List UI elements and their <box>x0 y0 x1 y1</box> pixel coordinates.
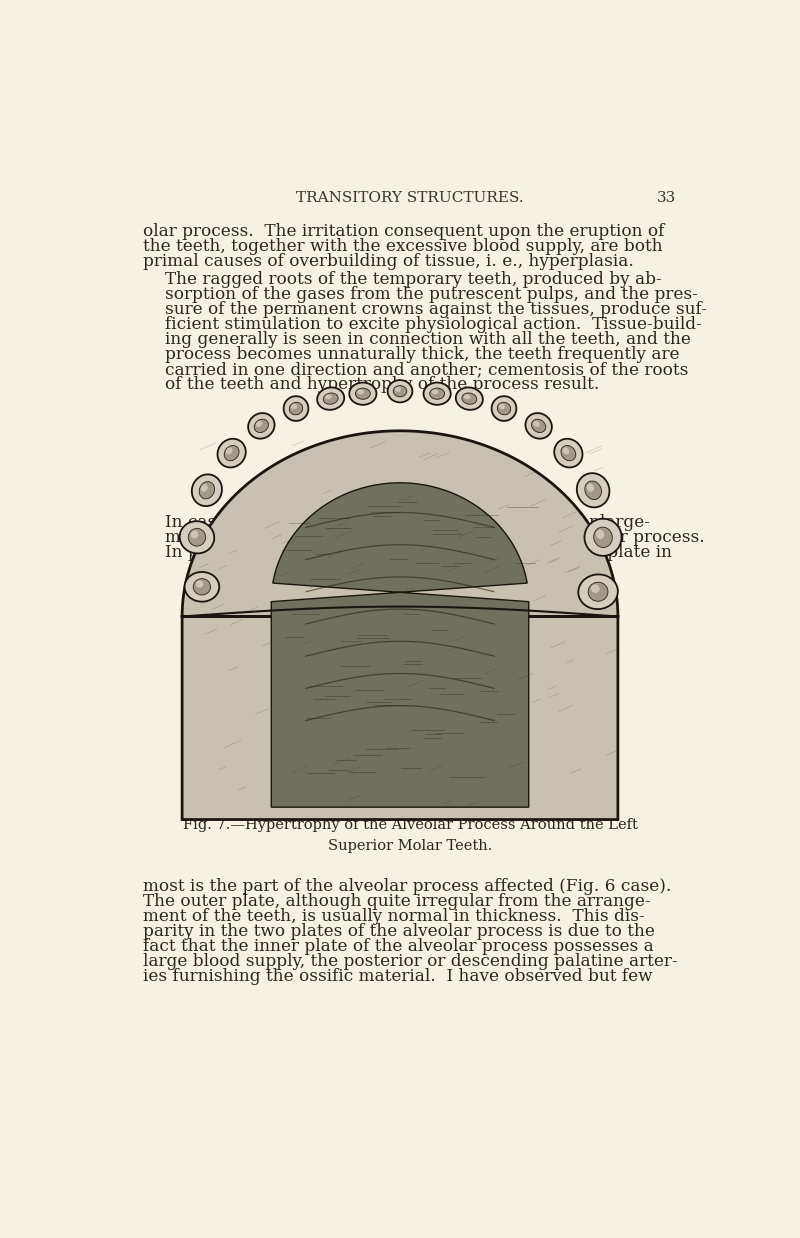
Text: most is the part of the alveolar process affected (Fig. 6 case).: most is the part of the alveolar process… <box>143 878 672 895</box>
Text: TRANSITORY STRUCTURES.: TRANSITORY STRUCTURES. <box>296 192 524 206</box>
Ellipse shape <box>499 404 505 410</box>
Text: primal causes of overbuilding of tissue, i. e., hyperplasia.: primal causes of overbuilding of tissue,… <box>143 253 634 270</box>
Ellipse shape <box>185 572 219 602</box>
Ellipse shape <box>192 474 222 506</box>
Ellipse shape <box>350 383 377 405</box>
Ellipse shape <box>498 402 510 415</box>
Ellipse shape <box>218 438 246 468</box>
Ellipse shape <box>456 387 483 410</box>
Ellipse shape <box>554 438 582 468</box>
Ellipse shape <box>586 484 594 491</box>
Ellipse shape <box>594 527 612 547</box>
Text: The ragged roots of the temporary teeth, produced by ab-: The ragged roots of the temporary teeth,… <box>165 271 662 287</box>
Ellipse shape <box>325 395 332 400</box>
Ellipse shape <box>492 396 516 421</box>
Ellipse shape <box>201 484 208 491</box>
Text: ing generally is seen in connection with all the teeth, and the: ing generally is seen in connection with… <box>165 331 691 348</box>
Text: In patients coming under my observation the inner plate in: In patients coming under my observation … <box>165 543 672 561</box>
Text: sure of the permanent crowns against the tissues, produce suf-: sure of the permanent crowns against the… <box>165 301 707 318</box>
Text: large blood supply, the posterior or descending palatine arter-: large blood supply, the posterior or des… <box>143 953 678 971</box>
Ellipse shape <box>358 390 364 395</box>
Ellipse shape <box>462 392 477 405</box>
Ellipse shape <box>317 387 344 410</box>
Ellipse shape <box>180 521 214 553</box>
Text: sorption of the gases from the putrescent pulps, and the pres-: sorption of the gases from the putrescen… <box>165 286 698 302</box>
Text: In cases of hypertrophy of the alveolar process, enlarge-: In cases of hypertrophy of the alveolar … <box>165 514 650 531</box>
Text: Fig. 7.—Hypertrophy of the Alveolar Process Around the Left: Fig. 7.—Hypertrophy of the Alveolar Proc… <box>182 818 638 832</box>
Text: ies furnishing the ossific material.  I have observed but few: ies furnishing the ossific material. I h… <box>143 968 653 985</box>
Ellipse shape <box>431 390 438 395</box>
Text: fact that the inner plate of the alveolar process possesses a: fact that the inner plate of the alveola… <box>143 938 654 954</box>
Ellipse shape <box>284 396 308 421</box>
Ellipse shape <box>591 584 600 593</box>
Ellipse shape <box>388 380 412 402</box>
Text: carried in one direction and another; cementosis of the roots: carried in one direction and another; ce… <box>165 361 689 378</box>
Ellipse shape <box>585 482 602 499</box>
Ellipse shape <box>256 421 262 427</box>
Text: of the teeth and hypertrophy of the process result.: of the teeth and hypertrophy of the proc… <box>165 376 599 392</box>
Ellipse shape <box>531 420 546 432</box>
Text: 33: 33 <box>658 192 677 206</box>
Text: olar process.  The irritation consequent upon the eruption of: olar process. The irritation consequent … <box>143 223 665 240</box>
Ellipse shape <box>323 392 338 405</box>
Ellipse shape <box>577 473 610 508</box>
Ellipse shape <box>199 482 214 499</box>
Text: ficient stimulation to excite physiological action.  Tissue-build-: ficient stimulation to excite physiologi… <box>165 316 702 333</box>
Ellipse shape <box>561 446 576 461</box>
Ellipse shape <box>588 582 608 602</box>
Ellipse shape <box>188 529 206 546</box>
Ellipse shape <box>395 387 401 392</box>
Polygon shape <box>182 431 618 820</box>
Ellipse shape <box>190 531 198 539</box>
Ellipse shape <box>393 385 407 396</box>
Ellipse shape <box>291 404 297 410</box>
Ellipse shape <box>578 574 618 609</box>
Ellipse shape <box>585 519 622 556</box>
Ellipse shape <box>194 578 210 595</box>
Text: Superior Molar Teeth.: Superior Molar Teeth. <box>328 838 492 853</box>
Text: The outer plate, although quite irregular from the arrange-: The outer plate, although quite irregula… <box>143 893 651 910</box>
Polygon shape <box>271 483 529 807</box>
Text: ment is associated with the inner plate of the alveolar process.: ment is associated with the inner plate … <box>165 529 705 546</box>
Ellipse shape <box>596 530 604 539</box>
Ellipse shape <box>464 395 470 400</box>
Ellipse shape <box>423 383 450 405</box>
Ellipse shape <box>248 413 274 438</box>
Ellipse shape <box>196 581 203 588</box>
Ellipse shape <box>534 421 540 427</box>
Ellipse shape <box>526 413 552 438</box>
Text: parity in the two plates of the alveolar process is due to the: parity in the two plates of the alveolar… <box>143 924 655 940</box>
Text: the teeth, together with the excessive blood supply, are both: the teeth, together with the excessive b… <box>143 238 663 255</box>
Text: process becomes unnaturally thick, the teeth frequently are: process becomes unnaturally thick, the t… <box>165 345 680 363</box>
Ellipse shape <box>290 402 302 415</box>
Ellipse shape <box>562 447 570 454</box>
Ellipse shape <box>355 387 370 399</box>
Ellipse shape <box>430 387 445 399</box>
Ellipse shape <box>224 446 239 461</box>
Ellipse shape <box>226 447 233 454</box>
Ellipse shape <box>254 420 269 432</box>
Text: ment of the teeth, is usually normal in thickness.  This dis-: ment of the teeth, is usually normal in … <box>143 907 645 925</box>
